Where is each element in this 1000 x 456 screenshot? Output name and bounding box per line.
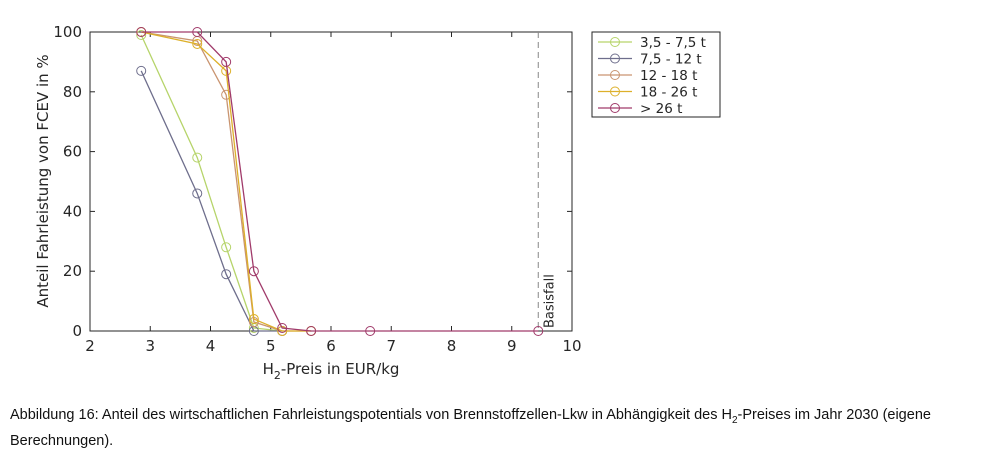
legend-swatch xyxy=(610,103,620,113)
legend-label: 3,5 - 7,5 t xyxy=(640,35,706,51)
y-axis-label: Anteil Fahrleistung von FCEV in % xyxy=(34,54,52,307)
caption-text: -Preises im Jahr 2030 (eigene Berechnung… xyxy=(10,407,931,449)
series-line xyxy=(140,34,283,332)
series-line xyxy=(141,31,312,332)
y-tick-label: 0 xyxy=(72,322,82,340)
legend-label: 18 - 26 t xyxy=(640,85,697,101)
data-point xyxy=(136,65,147,76)
data-point xyxy=(277,326,288,336)
data-point xyxy=(248,266,259,277)
x-tick-label: 5 xyxy=(266,337,276,355)
y-tick-label: 100 xyxy=(53,23,82,41)
y-tick-label: 20 xyxy=(63,262,82,280)
data-point xyxy=(136,27,147,37)
x-tick-label: 6 xyxy=(326,337,336,355)
data-point xyxy=(306,326,317,336)
data-point xyxy=(221,269,232,280)
data-point xyxy=(192,188,203,199)
series-line xyxy=(141,31,312,332)
legend-label: > 26 t xyxy=(640,101,682,117)
data-point xyxy=(136,29,147,40)
chart: H2-Preis in EUR/kg Anteil Fahrleistung v… xyxy=(34,23,721,382)
x-tick-label: 7 xyxy=(386,337,396,355)
data-point xyxy=(221,56,232,67)
x-tick-label: 9 xyxy=(507,337,517,355)
x-axis-label: H2-Preis in EUR/kg xyxy=(263,360,400,382)
y-tick-label: 80 xyxy=(63,83,82,101)
data-point xyxy=(533,326,544,336)
x-tick-label: 8 xyxy=(447,337,457,355)
legend-swatch xyxy=(610,86,620,97)
x-tick-label: 4 xyxy=(206,337,216,355)
x-tick-label: 2 xyxy=(85,337,95,355)
legend-label: 12 - 18 t xyxy=(640,68,697,84)
data-point xyxy=(277,323,288,334)
x-label-part: H xyxy=(263,360,274,378)
data-point xyxy=(248,314,259,325)
caption: Abbildung 16: Anteil des wirtschaftliche… xyxy=(10,405,995,451)
caption-sub: 2 xyxy=(731,414,738,426)
x-tick-label: 10 xyxy=(562,337,581,355)
data-point xyxy=(192,27,203,37)
annotation: Basisfall xyxy=(542,274,557,328)
data-point xyxy=(221,242,232,253)
x-label-sub: 2 xyxy=(274,369,281,382)
y-tick-label: 60 xyxy=(63,143,82,161)
x-tick-label: 3 xyxy=(145,337,155,355)
data-point xyxy=(365,326,376,336)
plot-frame xyxy=(89,31,573,332)
data-point xyxy=(192,38,203,49)
caption-text: Abbildung 16: Anteil des wirtschaftliche… xyxy=(10,407,732,423)
legend-swatch xyxy=(610,53,620,64)
series-line xyxy=(140,70,283,332)
x-label-part: -Preis in EUR/kg xyxy=(281,360,400,378)
series-line xyxy=(141,31,539,332)
data-point xyxy=(192,152,203,163)
y-tick-label: 40 xyxy=(63,202,82,220)
legend-label: 7,5 - 12 t xyxy=(640,52,702,68)
legend-swatch xyxy=(610,37,620,47)
legend-swatch xyxy=(610,70,620,80)
